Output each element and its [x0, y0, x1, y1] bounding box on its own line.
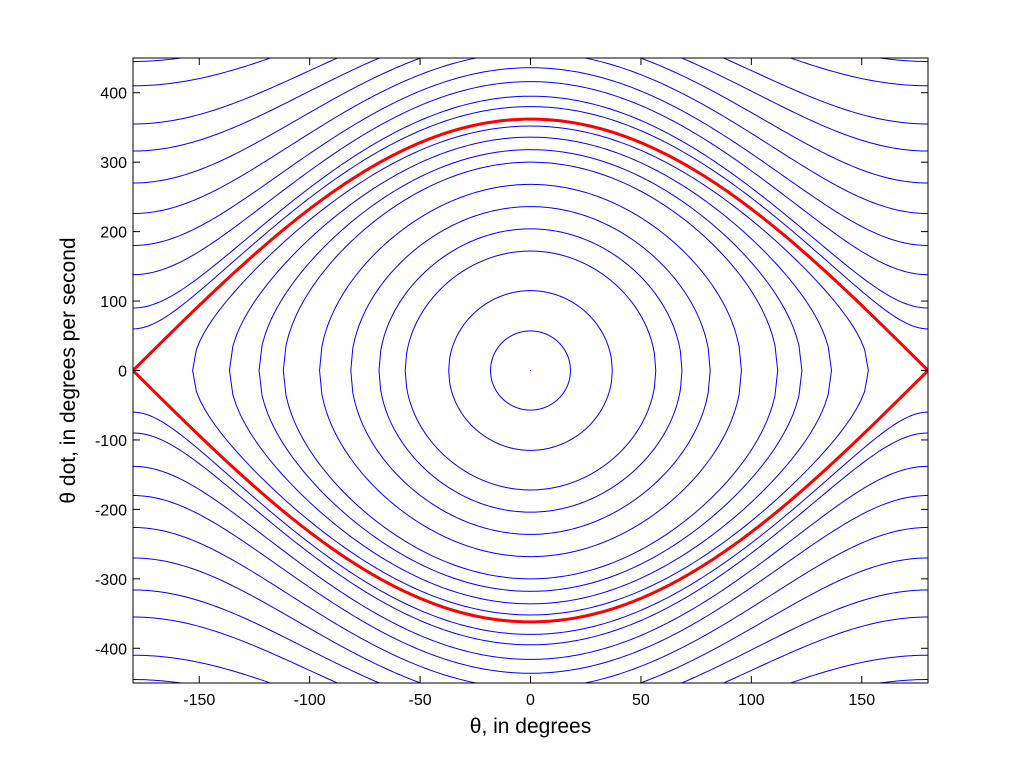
y-tick-label: 200 — [100, 225, 127, 242]
y-tick-label: -400 — [95, 641, 127, 658]
x-tick-label: -150 — [183, 692, 215, 709]
lower-rotating-orbit-4 — [133, 526, 928, 683]
upper-rotating-orbit-6 — [133, 58, 928, 152]
upper-rotating-orbit-4 — [133, 58, 928, 215]
blue-orbits — [133, 58, 928, 683]
lower-rotating-orbit-8 — [133, 654, 928, 683]
upper-rotating-orbit-3 — [133, 67, 928, 246]
upper-rotating-orbit-5 — [133, 58, 928, 184]
y-tick-label: 300 — [100, 155, 127, 172]
x-tick-label: -100 — [294, 692, 326, 709]
x-tick-label: 150 — [848, 692, 875, 709]
y-tick-label: 400 — [100, 86, 127, 103]
upper-rotating-orbit-8 — [133, 58, 928, 87]
closed-orbit-4 — [378, 228, 683, 513]
lower-rotating-orbit-2 — [133, 465, 928, 660]
red-separatrix — [133, 117, 928, 624]
y-tick-label: 0 — [118, 364, 127, 381]
closed-orbit-9 — [228, 136, 833, 605]
lower-rotating-orbit-6 — [133, 589, 928, 683]
y-axis-ticks: -400 -300 -200 -100 0 100 200 300 400 — [95, 86, 928, 658]
lower-rotating-orbit-7 — [133, 616, 928, 683]
x-tick-label: 50 — [632, 692, 650, 709]
y-axis-label: θ dot, in degrees per second — [57, 237, 80, 503]
upper-rotating-orbit-2 — [133, 81, 928, 276]
closed-orbit-7 — [282, 161, 779, 580]
y-tick-label: -300 — [95, 572, 127, 589]
upper-rotating-orbit-9 — [133, 58, 928, 62]
closed-orbit-8 — [258, 149, 803, 592]
x-tick-label: 100 — [738, 692, 765, 709]
x-axis-ticks: -150 -100 -50 0 50 100 150 — [183, 58, 875, 709]
y-tick-label: -100 — [95, 433, 127, 450]
lower-separatrix-curve — [133, 369, 928, 624]
x-axis-label: θ, in degrees — [470, 715, 591, 738]
lower-rotating-orbit-0 — [133, 411, 928, 635]
upper-separatrix-curve — [133, 117, 928, 372]
x-tick-label: 0 — [526, 692, 535, 709]
upper-rotating-orbit-7 — [133, 58, 928, 125]
closed-orbit-1 — [489, 330, 572, 411]
y-tick-label: -200 — [95, 502, 127, 519]
closed-orbit-10 — [192, 125, 869, 616]
lower-rotating-orbit-3 — [133, 495, 928, 674]
lower-rotating-orbit-1 — [133, 432, 928, 646]
y-tick-label: 100 — [100, 294, 127, 311]
closed-orbit-3 — [404, 250, 657, 491]
closed-orbit-2 — [448, 290, 613, 451]
lower-rotating-orbit-5 — [133, 557, 928, 683]
upper-rotating-orbit-1 — [133, 95, 928, 309]
x-tick-label: -50 — [409, 692, 432, 709]
closed-orbit-6 — [319, 183, 742, 558]
equilibrium-point — [529, 369, 532, 372]
upper-rotating-orbit-0 — [133, 106, 928, 330]
closed-orbit-5 — [350, 206, 711, 535]
